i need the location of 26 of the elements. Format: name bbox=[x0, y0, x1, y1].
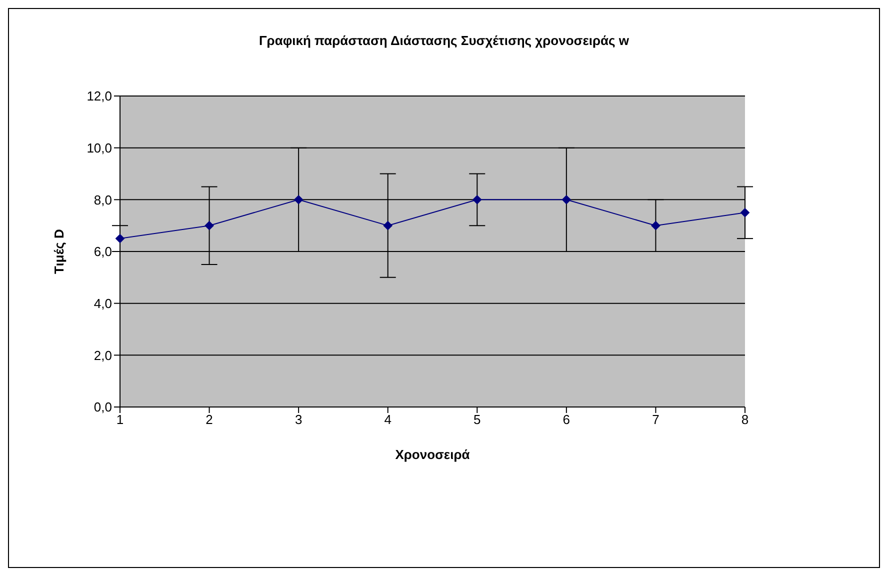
y-tick-label: 10,0 bbox=[86, 140, 112, 156]
y-tick-label: 6,0 bbox=[94, 244, 112, 260]
point bbox=[740, 208, 750, 218]
x-tick-label: 7 bbox=[652, 412, 660, 428]
point bbox=[651, 221, 660, 230]
point bbox=[472, 195, 482, 204]
y-tick-label: 4,0 bbox=[94, 296, 112, 311]
point bbox=[204, 221, 214, 230]
x-axis-title: Χρονοσειρά bbox=[395, 447, 470, 462]
point bbox=[562, 195, 571, 204]
x-tick-label: 4 bbox=[384, 412, 392, 428]
x-tick-label: 2 bbox=[206, 412, 213, 428]
point bbox=[383, 221, 392, 230]
point bbox=[294, 195, 304, 204]
chart-title: Γραφική παράσταση Διάστασης Συσχέτισης χρονοσειράς w bbox=[258, 33, 630, 48]
x-tick-label: 5 bbox=[474, 412, 481, 428]
point bbox=[116, 234, 124, 244]
x-tick-label: 6 bbox=[562, 412, 570, 428]
y-tick-label: 2,0 bbox=[94, 348, 112, 363]
x-tick-label: 3 bbox=[294, 412, 302, 428]
x-tick-label: 8 bbox=[741, 412, 749, 428]
y-tick-label: 0,0 bbox=[94, 400, 112, 415]
y-tick-label: 8,0 bbox=[94, 192, 112, 208]
y-tick-label: 12,0 bbox=[86, 88, 112, 104]
x-tick-label: 1 bbox=[116, 412, 124, 428]
y-axis-title: Τιμές D bbox=[52, 229, 67, 274]
